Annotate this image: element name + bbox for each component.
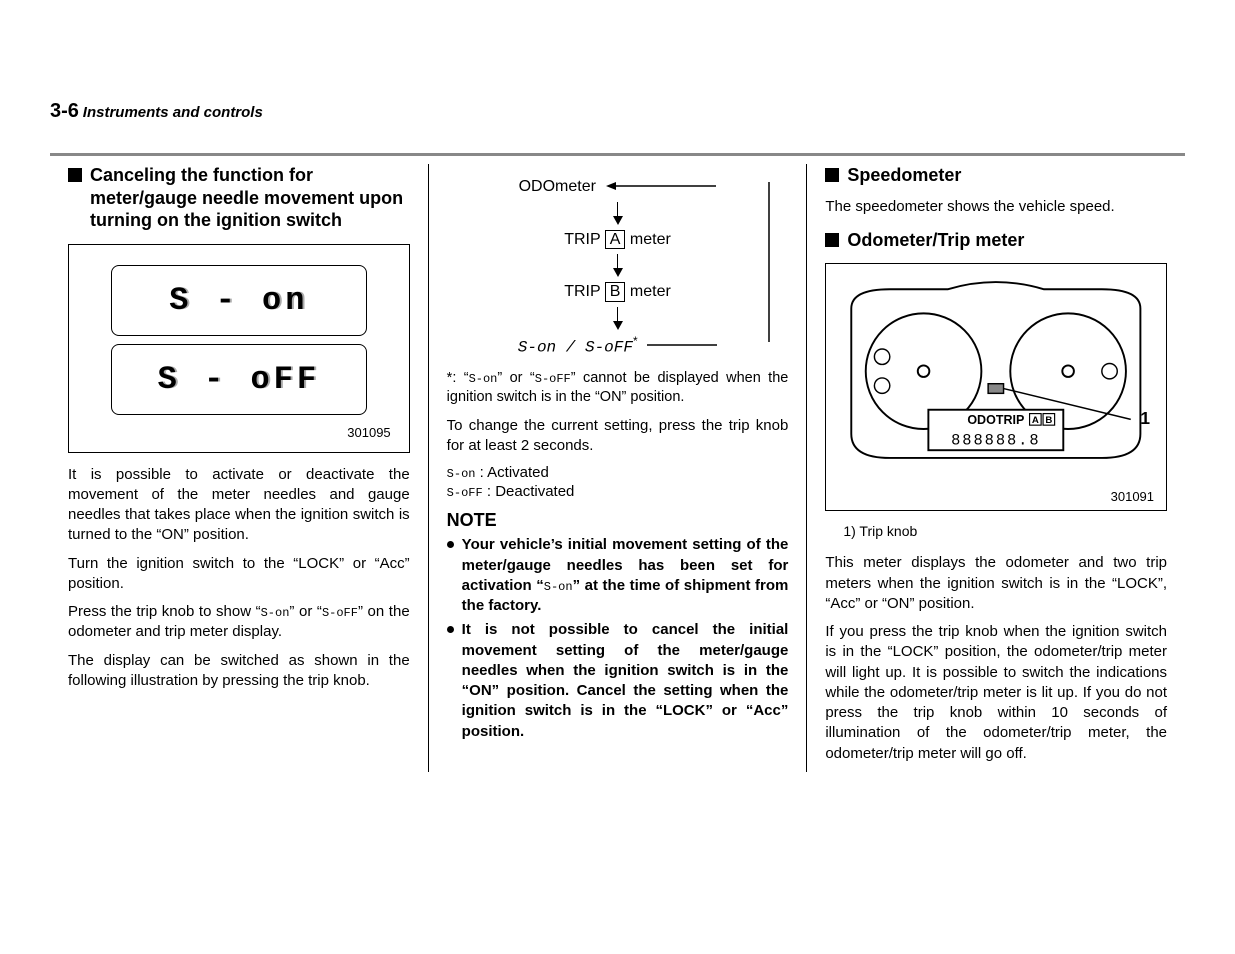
note-bullet: Your vehicle’s initial movement setting …: [447, 535, 789, 616]
lcd-row: S - on: [111, 265, 367, 336]
symbol-son: S-on: [447, 467, 476, 481]
note-text: Your vehicle’s initial movement setting …: [462, 535, 789, 616]
note-heading: NOTE: [447, 510, 789, 531]
loop-connector-icon: [768, 182, 770, 342]
square-bullet-icon: [825, 168, 839, 182]
flow-label: TRIP: [564, 283, 600, 300]
symbol-son: S-on: [544, 580, 573, 594]
symbol-soff: S-oFF: [447, 486, 483, 500]
figure-number: 301091: [832, 487, 1160, 504]
loop-line-icon: [647, 334, 717, 360]
bullet-icon: [447, 541, 454, 548]
boxed-letter: B: [605, 282, 626, 302]
callout-number: 1: [1141, 408, 1151, 428]
note-bullet: It is not possible to cancel the initial…: [447, 620, 789, 742]
text-frag: *: “: [447, 370, 469, 386]
text-frag: ” or “: [289, 603, 322, 620]
section-heading: Odometer/Trip meter: [825, 229, 1167, 252]
text-frag: Press the trip knob to show “: [68, 603, 261, 620]
kv-text: : Activated: [475, 464, 548, 481]
flow-arrow-stem: [617, 202, 618, 216]
header-rule: [50, 153, 1185, 156]
column-2: ODOmeter TRIP A meter TRIP B meter: [429, 164, 808, 772]
figure-lcd-sonsoff: S - on S - oFF 301095: [68, 244, 410, 453]
body-text: It is possible to activate or deactivate…: [68, 465, 410, 546]
key-value: S-oFF : Deactivated: [447, 483, 789, 500]
square-bullet-icon: [68, 168, 82, 182]
lcd-b: B: [1046, 415, 1053, 426]
flow-label: meter: [630, 231, 671, 248]
footnote-text: *: “S-on” or “S-oFF” cannot be displayed…: [447, 369, 789, 408]
body-text: Turn the ignition switch to the “LOCK” o…: [68, 554, 410, 595]
chapter-title: Instruments and controls: [83, 104, 263, 121]
section-title: Speedometer: [847, 164, 961, 187]
figure-number: 301095: [81, 423, 397, 440]
column-3: Speedometer The speedometer shows the ve…: [807, 164, 1185, 772]
section-heading: Speedometer: [825, 164, 1167, 187]
symbol-son: S-on: [261, 606, 290, 620]
symbol-soff: S-oFF: [322, 606, 358, 620]
flow-label: ODOmeter: [519, 178, 596, 195]
symbol-soff: S-oFF: [535, 372, 571, 386]
section-title: Canceling the function for meter/gauge n…: [90, 164, 410, 232]
content-columns: Canceling the function for meter/gauge n…: [50, 164, 1185, 772]
lcd-text: S - oFF: [158, 361, 320, 398]
instrument-cluster-icon: ODOTRIP A B 888888.8 1: [832, 270, 1160, 482]
arrow-down-icon: [447, 321, 789, 330]
flow-diagram: ODOmeter TRIP A meter TRIP B meter: [447, 174, 789, 361]
lcd-row: S - oFF: [111, 344, 367, 415]
body-text: The display can be switched as shown in …: [68, 651, 410, 692]
page-number: 3-6: [50, 100, 79, 122]
boxed-letter: A: [605, 230, 626, 250]
section-title: Odometer/Trip meter: [847, 229, 1024, 252]
lcd-a: A: [1032, 415, 1039, 426]
figure-instrument-cluster: ODOTRIP A B 888888.8 1 301091: [825, 263, 1167, 511]
flow-arrow-stem: [617, 307, 618, 321]
flow-label: TRIP: [564, 231, 600, 248]
body-text: If you press the trip knob when the igni…: [825, 622, 1167, 764]
body-text: The speedometer shows the vehicle speed.: [825, 197, 1167, 217]
flow-step: TRIP B meter: [447, 279, 789, 305]
lcd-text: S - on: [169, 282, 308, 319]
flow-label: meter: [630, 283, 671, 300]
key-value: S-on : Activated: [447, 464, 789, 481]
flow-arrow-stem: [617, 254, 618, 268]
note-text: It is not possible to cancel the initial…: [462, 620, 789, 742]
text-frag: ” or “: [497, 370, 534, 386]
lcd-label: ODOTRIP: [968, 413, 1025, 427]
flow-step: S-on / S-oFF*: [447, 332, 789, 361]
square-bullet-icon: [825, 233, 839, 247]
page-header: 3-6 Instruments and controls: [50, 100, 1185, 123]
body-text: This meter displays the odometer and two…: [825, 553, 1167, 614]
arrow-down-icon: [447, 216, 789, 225]
lcd-digits: 888888.8: [951, 432, 1040, 450]
bullet-icon: [447, 626, 454, 633]
arrow-down-icon: [447, 268, 789, 277]
kv-text: : Deactivated: [483, 483, 575, 500]
flow-label: S-on / S-oFF: [518, 338, 633, 356]
symbol-son: S-on: [469, 372, 498, 386]
callout-list: 1) Trip knob: [843, 523, 1167, 539]
section-heading: Canceling the function for meter/gauge n…: [68, 164, 410, 232]
flow-step: TRIP A meter: [447, 227, 789, 253]
arrow-left-icon: [606, 174, 716, 200]
column-1: Canceling the function for meter/gauge n…: [50, 164, 429, 772]
flow-step: ODOmeter: [447, 174, 789, 200]
footnote-star: *: [633, 334, 638, 348]
body-text: To change the current setting, press the…: [447, 416, 789, 457]
body-text: Press the trip knob to show “S-on” or “S…: [68, 602, 410, 643]
